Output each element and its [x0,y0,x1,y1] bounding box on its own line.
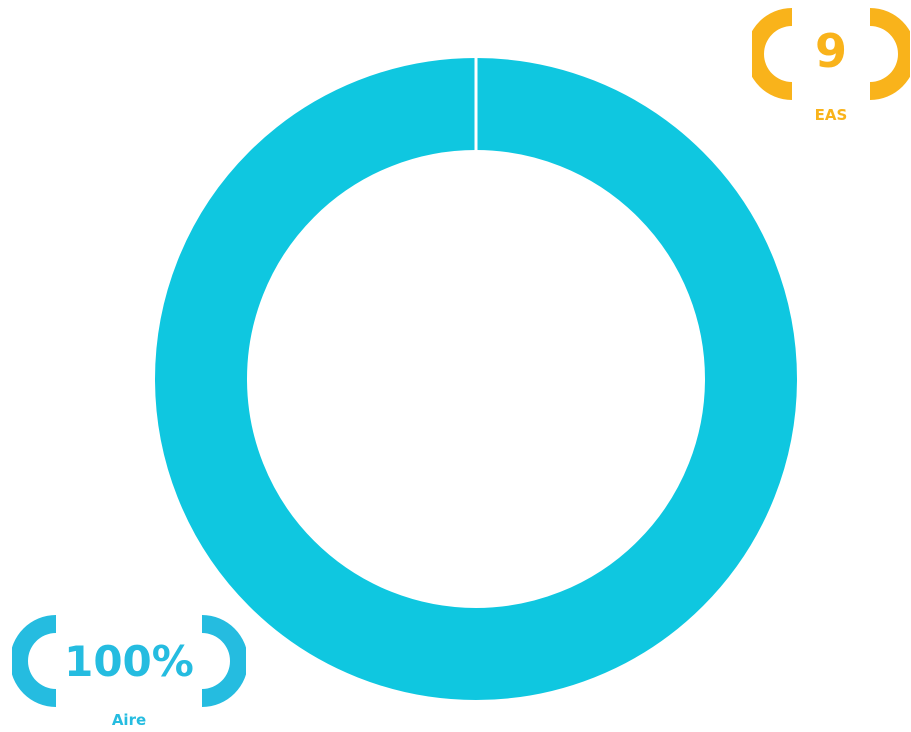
eas-value: 9 [814,24,847,78]
air-percentage-badge: 100% Aire [12,615,246,732]
right-bracket-icon [870,8,910,100]
air-value: 100% [64,637,194,686]
eas-count-badge: 9 EAS [752,8,910,124]
left-bracket-icon [12,615,56,707]
right-bracket-icon [202,615,246,707]
eas-label: EAS [814,106,848,124]
air-label: Aire [111,711,147,729]
left-bracket-icon [752,8,792,100]
donut-slice-aire [155,58,797,700]
